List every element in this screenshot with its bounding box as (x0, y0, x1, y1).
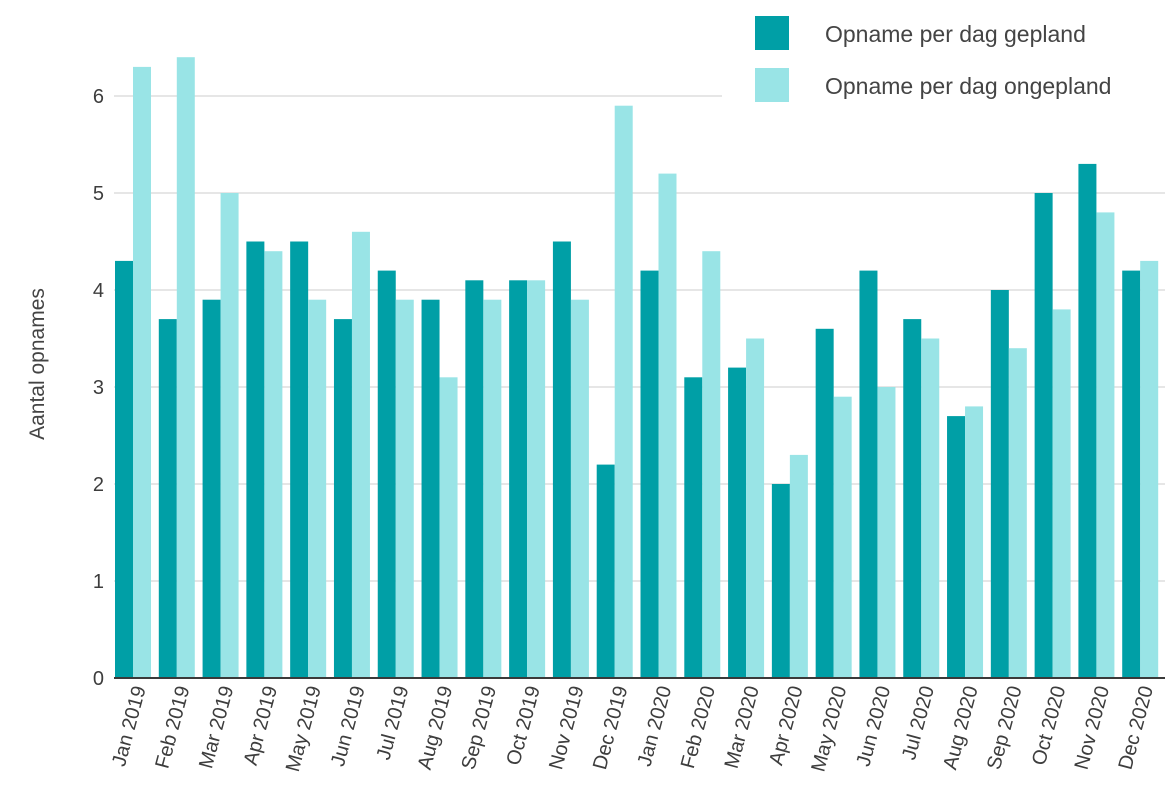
x-tick-label: Aug 2020 (939, 684, 982, 772)
bar (308, 299, 327, 678)
bar (771, 484, 790, 678)
bar (570, 299, 589, 678)
legend-swatch-gepland (755, 16, 789, 50)
bar (658, 173, 677, 678)
legend-label-gepland: Opname per dag gepland (825, 21, 1086, 47)
legend-swatch-ongepland (755, 68, 789, 102)
bar (877, 387, 896, 678)
x-tick-label: Jan 2020 (634, 684, 677, 769)
bar (833, 396, 852, 678)
gridlines (114, 95, 1165, 582)
bar (290, 241, 309, 678)
bar (351, 231, 370, 679)
bar (439, 377, 458, 678)
y-tick-label: 0 (93, 668, 104, 690)
y-tick-label: 4 (93, 280, 104, 302)
x-tick-label: Jul 2020 (898, 684, 939, 763)
y-axis-ticks: 0 1 2 3 4 5 6 (93, 86, 104, 690)
x-axis-ticks: Jan 2019 Feb 2019 Mar 2019 Apr 2019 May 2019… (108, 684, 1158, 775)
bar (202, 299, 221, 678)
bar (1078, 163, 1097, 678)
y-tick-label: 5 (93, 183, 104, 205)
y-tick-label: 2 (93, 474, 104, 496)
x-tick-label: Mar 2020 (721, 684, 764, 771)
x-tick-label: Feb 2020 (677, 684, 720, 771)
x-tick-label: Apr 2019 (240, 684, 282, 768)
bar (815, 328, 834, 678)
bar (614, 105, 633, 678)
x-tick-label: Oct 2019 (503, 684, 545, 768)
x-tick-label: Jun 2020 (853, 684, 896, 769)
x-tick-label: Sep 2020 (983, 684, 1026, 772)
x-tick-label: Feb 2019 (151, 684, 194, 771)
bar (333, 319, 352, 678)
x-tick-label: Nov 2019 (545, 684, 588, 772)
x-tick-label: Apr 2020 (765, 684, 807, 768)
bar (1034, 193, 1053, 678)
bars (115, 57, 1159, 679)
bar (596, 464, 615, 678)
bar (158, 319, 177, 678)
bar (1140, 260, 1159, 678)
bar (728, 367, 747, 678)
bar (1096, 212, 1115, 678)
bar (990, 290, 1009, 678)
bar (789, 454, 808, 678)
x-tick-label: May 2020 (807, 684, 851, 775)
bar (395, 299, 414, 678)
bar (527, 280, 546, 678)
bar (421, 299, 440, 678)
bar (947, 416, 966, 678)
bar (746, 338, 765, 678)
bar (640, 270, 659, 678)
bar (465, 280, 484, 678)
bar (509, 280, 528, 678)
bar (176, 57, 195, 678)
x-tick-label: Jun 2019 (327, 684, 370, 769)
bar (1122, 270, 1141, 678)
y-axis-title: Aantal opnames (26, 288, 49, 440)
x-tick-label: Nov 2020 (1071, 684, 1114, 772)
bar (965, 406, 984, 678)
x-tick-label: Dec 2020 (1115, 684, 1158, 772)
x-tick-label: Aug 2019 (414, 684, 457, 772)
bar (702, 251, 721, 678)
x-tick-label: Dec 2019 (589, 684, 632, 772)
bar (684, 377, 703, 678)
x-tick-label: Mar 2019 (195, 684, 238, 771)
bar (921, 338, 940, 678)
bar (903, 319, 922, 678)
bar (264, 251, 283, 678)
bar (552, 241, 571, 678)
bar (133, 66, 151, 678)
bar (377, 270, 396, 678)
x-tick-label: Oct 2020 (1028, 684, 1070, 768)
bar (220, 193, 239, 678)
x-tick-label: May 2019 (282, 684, 326, 775)
x-tick-label: Sep 2019 (458, 684, 501, 772)
bar (859, 270, 878, 678)
legend-background (722, 0, 1165, 112)
y-tick-label: 3 (93, 377, 104, 399)
bar (115, 260, 133, 678)
bar (1008, 348, 1027, 678)
bar (1052, 309, 1071, 678)
x-tick-label: Jan 2019 (108, 684, 151, 769)
y-tick-label: 1 (93, 571, 104, 593)
bar (246, 241, 265, 678)
y-tick-label: 6 (93, 86, 104, 108)
x-tick-label: Jul 2019 (373, 684, 414, 763)
bar (483, 299, 502, 678)
legend: Opname per dag gepland Opname per dag on… (722, 0, 1165, 112)
legend-label-ongepland: Opname per dag ongepland (825, 73, 1111, 99)
